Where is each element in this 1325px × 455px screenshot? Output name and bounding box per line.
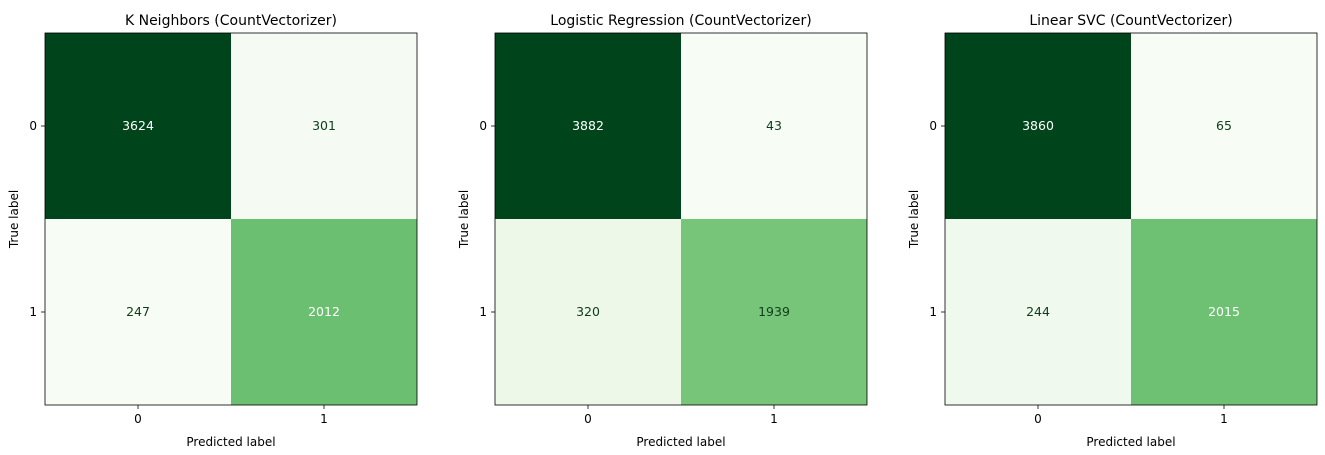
matrix-cell [45, 33, 231, 219]
x-tick-label: 1 [770, 412, 778, 426]
y-tick-label: 0 [929, 119, 937, 133]
y-tick-label: 0 [479, 119, 487, 133]
cell-value-label: 43 [766, 118, 782, 133]
cell-value-label: 3624 [122, 118, 154, 133]
matrix-cell [1131, 219, 1317, 405]
matrix-cell [231, 219, 417, 405]
cell-value-label: 244 [1026, 304, 1050, 319]
matrix-cell [681, 33, 867, 219]
axes-frame [944, 32, 1318, 406]
matrix-cell [231, 33, 417, 219]
matrix-cell [45, 219, 231, 405]
axes-frame [44, 32, 418, 406]
x-tick-label: 1 [1220, 412, 1228, 426]
cell-value-label: 65 [1216, 118, 1232, 133]
y-tick-label: 0 [29, 119, 37, 133]
matrix-cell [1131, 33, 1317, 219]
matrix-cell [495, 33, 681, 219]
y-axis-label: True label [457, 190, 471, 249]
cell-value-label: 320 [576, 304, 600, 319]
y-tick-label: 1 [29, 305, 37, 319]
y-axis-label: True label [907, 190, 921, 249]
x-tick-label: 0 [584, 412, 592, 426]
chart-title: K Neighbors (CountVectorizer) [125, 13, 337, 29]
chart-title: Linear SVC (CountVectorizer) [1029, 13, 1232, 29]
matrix-cell [945, 219, 1131, 405]
cell-value-label: 3860 [1022, 118, 1054, 133]
cell-value-label: 301 [312, 118, 336, 133]
matrix-cell [681, 219, 867, 405]
matrix-cell [495, 219, 681, 405]
y-axis-label: True label [7, 190, 21, 249]
y-tick-label: 1 [929, 305, 937, 319]
cell-value-label: 247 [126, 304, 150, 319]
cell-value-label: 1939 [758, 304, 790, 319]
cell-value-label: 2012 [308, 304, 340, 319]
x-tick-label: 0 [1034, 412, 1042, 426]
x-axis-label: Predicted label [1086, 435, 1175, 449]
x-tick-label: 0 [134, 412, 142, 426]
chart-title: Logistic Regression (CountVectorizer) [550, 13, 811, 29]
cell-value-label: 2015 [1208, 304, 1240, 319]
y-tick-label: 1 [479, 305, 487, 319]
x-axis-label: Predicted label [636, 435, 725, 449]
axes-frame [494, 32, 868, 406]
cell-value-label: 3882 [572, 118, 604, 133]
x-tick-label: 1 [320, 412, 328, 426]
x-axis-label: Predicted label [186, 435, 275, 449]
matrix-cell [945, 33, 1131, 219]
